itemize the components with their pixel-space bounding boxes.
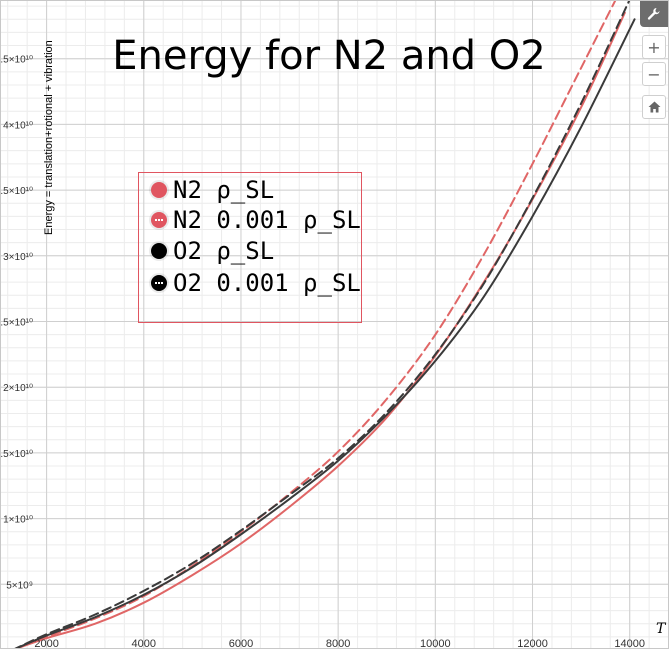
legend-item-o2-0001-sl[interactable]: O2 0.001 ρ_SL [151,268,361,298]
wrench-icon-glyph [647,8,660,20]
x-tick-label: 2000 [34,638,58,649]
zoom-in-button[interactable]: + [642,35,666,59]
wrench-icon[interactable] [640,1,668,27]
y-axis-label: Energy = translation+rotional + vibratio… [43,40,55,235]
home-icon-glyph [648,101,660,113]
legend-label: N2 0.001 ρ_SL [173,206,361,234]
y-tick-label: 3.5×10¹⁰ [1,186,33,197]
y-tick-label: 3×10¹⁰ [3,252,33,263]
y-tick-label: 1.5×10¹⁰ [1,449,33,460]
x-tick-label: 14000 [614,638,645,649]
x-tick-label: 10000 [420,638,451,649]
series-line-3 [14,1,631,648]
legend-label: O2 0.001 ρ_SL [173,269,361,297]
legend-label: O2 ρ_SL [173,237,275,265]
series-line-2 [14,18,636,648]
y-tick-label: 2.5×10¹⁰ [1,318,33,329]
zoom-out-button[interactable]: − [642,62,666,86]
legend-swatch-o2-0001-sl [151,275,167,291]
y-tick-label: 4.5×10¹⁰ [1,55,33,66]
legend-item-n2-0001-sl[interactable]: N2 0.001 ρ_SL [151,205,361,235]
tick-labels: 2000 4000 6000 8000 10000 12000 14000 5×10⁹ 1×10… [1,55,645,649]
y-tick-label: 5×10⁹ [6,580,33,591]
x-axis-label: T [656,621,666,637]
legend-label: N2 ρ_SL [173,176,275,204]
legend-item-n2-sl[interactable]: N2 ρ_SL [151,175,274,205]
x-tick-label: 8000 [326,638,350,649]
legend-item-o2-sl[interactable]: O2 ρ_SL [151,236,274,266]
legend-swatch-o2-sl [151,243,167,259]
home-icon[interactable] [642,95,666,119]
y-tick-label: 2×10¹⁰ [3,383,33,394]
y-tick-label: 4×10¹⁰ [3,120,33,131]
legend-swatch-n2-0001-sl [151,212,167,228]
x-tick-label: 12000 [517,638,548,649]
y-tick-label: 1×10¹⁰ [3,515,33,526]
x-tick-label: 4000 [132,638,156,649]
legend[interactable]: N2 ρ_SL N2 0.001 ρ_SL O2 ρ_SL O2 0.001 ρ… [138,172,362,323]
chart-title: Energy for N2 and O2 [112,33,546,79]
series-layer [14,1,636,648]
series-line-1 [14,1,617,648]
legend-swatch-n2-sl [151,182,167,198]
x-tick-label: 6000 [229,638,253,649]
